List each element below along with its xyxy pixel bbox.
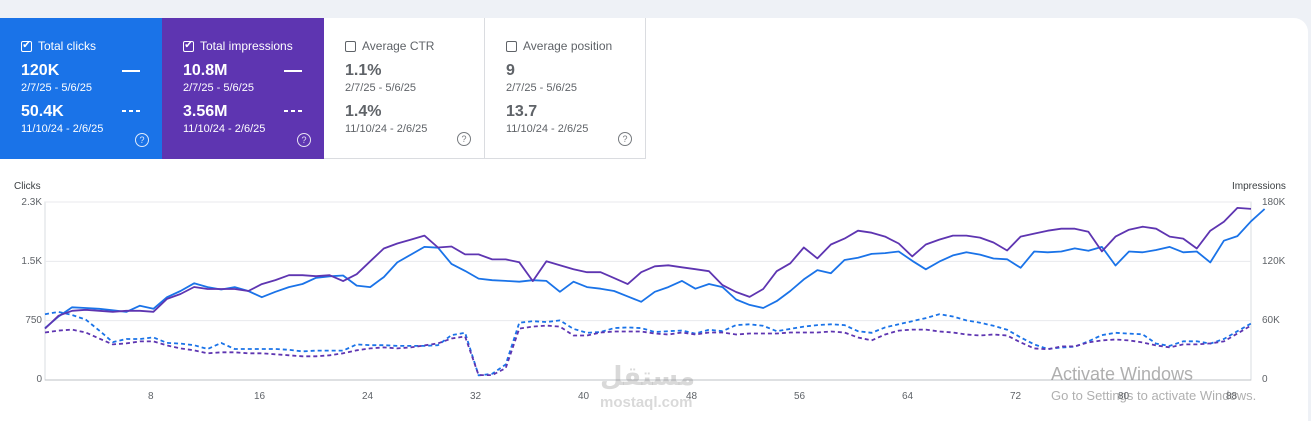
metric-range-previous: 11/10/24 - 2/6/25: [183, 123, 266, 135]
metric-header: ✔ Total clicks: [21, 39, 96, 53]
solid-line-legend-icon: [122, 70, 140, 72]
help-icon[interactable]: ?: [618, 132, 632, 146]
activate-windows-subtitle: Go to Settings to activate Windows.: [1051, 388, 1257, 403]
metric-range-current: 2/7/25 - 5/6/25: [345, 82, 416, 94]
metric-header: Average position: [506, 39, 612, 53]
metric-header: ✔ Total impressions: [183, 39, 293, 53]
x-tick: 16: [254, 391, 266, 402]
series-line-total-clicks: [44, 208, 1266, 329]
metric-card-total-impressions[interactable]: ✔ Total impressions 10.8M 2/7/25 - 5/6/2…: [162, 18, 324, 159]
x-tick: 8: [148, 391, 154, 402]
help-icon[interactable]: ?: [457, 132, 471, 146]
x-tick: 48: [686, 391, 698, 402]
metric-label: Average CTR: [362, 39, 435, 53]
checkbox-unchecked-icon[interactable]: [345, 40, 356, 52]
metric-label: Total clicks: [38, 39, 97, 53]
right-tick: 180K: [1262, 197, 1286, 208]
series-line-total-impressions: [44, 206, 1252, 330]
metric-card-average-ctr[interactable]: Average CTR 1.1% 2/7/25 - 5/6/25 1.4% 11…: [324, 18, 485, 159]
metric-range-current: 2/7/25 - 5/6/25: [183, 82, 254, 94]
left-tick: 2.3K: [21, 197, 42, 208]
metric-header: Average CTR: [345, 39, 434, 53]
checkbox-checked-icon[interactable]: ✔: [21, 40, 32, 52]
help-icon[interactable]: ?: [297, 133, 311, 147]
chart-grid: [44, 201, 1252, 381]
help-icon[interactable]: ?: [135, 133, 149, 147]
metric-value-previous: 3.56M: [183, 103, 228, 120]
x-tick: 64: [902, 391, 914, 402]
metric-range-current: 2/7/25 - 5/6/25: [21, 82, 92, 94]
metric-value-previous: 13.7: [506, 103, 538, 120]
left-tick: 750: [25, 315, 42, 326]
left-tick: 0: [36, 374, 42, 385]
right-tick: 60K: [1262, 315, 1280, 326]
left-axis-title: Clicks: [14, 181, 41, 192]
metric-cards: ✔ Total clicks 120K 2/7/25 - 5/6/25 50.4…: [0, 18, 646, 159]
watermark-logo-icon: مستقل: [600, 361, 696, 391]
right-tick: 120K: [1262, 256, 1286, 267]
metric-range-previous: 11/10/24 - 2/6/25: [21, 123, 104, 135]
metric-range-current: 2/7/25 - 5/6/25: [506, 82, 577, 94]
metric-range-previous: 11/10/24 - 2/6/25: [345, 123, 428, 135]
metric-range-previous: 11/10/24 - 2/6/25: [506, 123, 589, 135]
x-tick: 40: [578, 391, 590, 402]
solid-line-legend-icon: [284, 70, 302, 72]
x-tick: 24: [362, 391, 374, 402]
watermark-logo-icon: mostaql.com: [600, 394, 693, 411]
right-tick: 0: [1262, 374, 1268, 385]
metric-value-previous: 50.4K: [21, 103, 64, 120]
checkbox-unchecked-icon[interactable]: [506, 40, 517, 52]
chart-series: [44, 206, 1266, 377]
dashed-line-legend-icon: [284, 110, 302, 112]
x-tick: 80: [1118, 391, 1130, 402]
dashed-line-legend-icon: [122, 110, 140, 112]
metric-card-average-position[interactable]: Average position 9 2/7/25 - 5/6/25 13.7 …: [485, 18, 646, 159]
metric-value-current: 9: [506, 62, 515, 79]
series-line-impressions-11-10-24-2-6-25: [44, 324, 1252, 377]
left-tick: 1.5K: [21, 256, 42, 267]
metric-card-total-clicks[interactable]: ✔ Total clicks 120K 2/7/25 - 5/6/25 50.4…: [0, 18, 162, 159]
x-tick: 72: [1010, 391, 1022, 402]
metric-value-previous: 1.4%: [345, 103, 382, 120]
metric-value-current: 10.8M: [183, 62, 228, 79]
right-axis-title: Impressions: [1232, 181, 1286, 192]
metric-label: Total impressions: [200, 39, 293, 53]
metric-label: Average position: [523, 39, 613, 53]
x-tick: 32: [470, 391, 482, 402]
metric-value-current: 120K: [21, 62, 60, 79]
x-tick: 88: [1226, 391, 1238, 402]
activate-windows-title: Activate Windows: [1051, 364, 1194, 384]
x-tick: 56: [794, 391, 806, 402]
metric-value-current: 1.1%: [345, 62, 382, 79]
checkbox-checked-icon[interactable]: ✔: [183, 40, 194, 52]
